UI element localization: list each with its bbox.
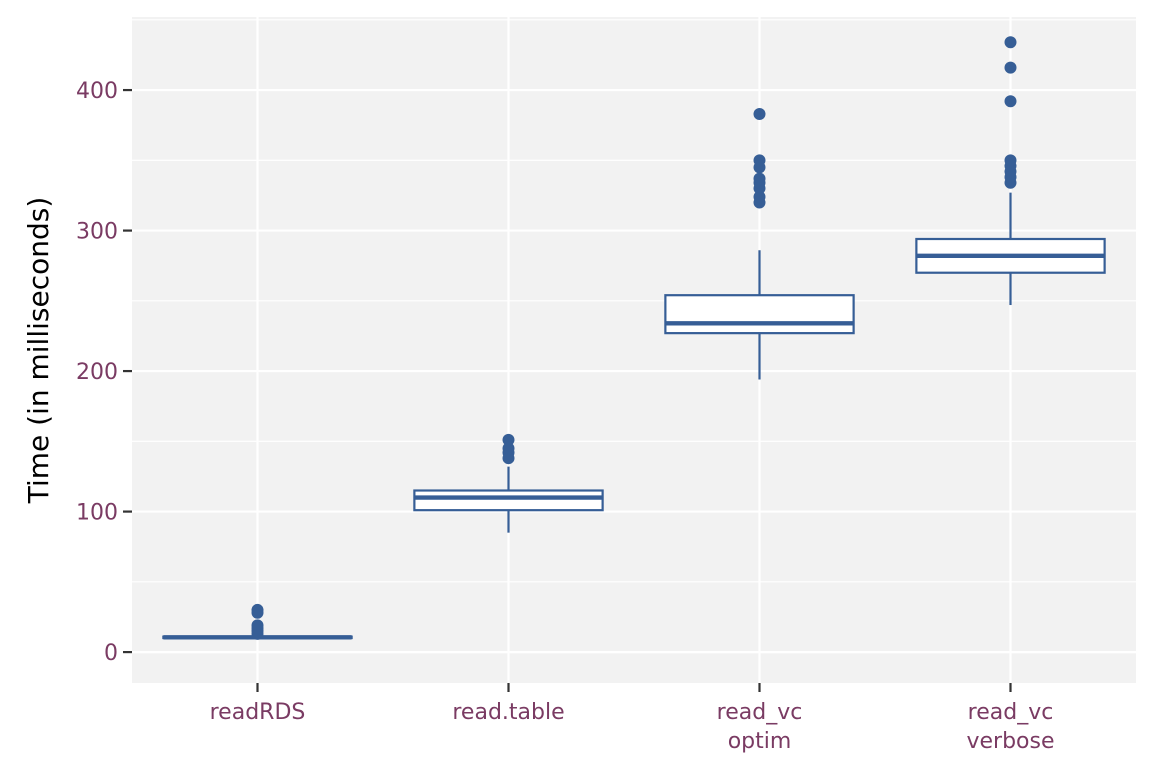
outlier-point [502, 433, 515, 446]
x-tick-label: readRDS [210, 700, 306, 725]
y-tick-label: 0 [104, 641, 118, 666]
x-tick-label-line: verbose [966, 729, 1054, 754]
plot-panel [132, 17, 1136, 683]
outlier-point [753, 172, 766, 185]
y-tick-label: 400 [76, 79, 118, 104]
x-tick-label-line: read_vc [717, 700, 803, 725]
outlier-point [502, 442, 515, 455]
outlier-point [1004, 95, 1017, 108]
outlier-point [753, 190, 766, 203]
x-tick-label-line: read_vc [968, 700, 1054, 725]
outlier-point [1004, 61, 1017, 74]
x-tick-label-line: read.table [452, 700, 564, 725]
outlier-point [251, 603, 264, 616]
boxplot-group [915, 36, 1106, 306]
y-tick-label: 300 [76, 220, 118, 245]
x-tick-label-line: optim [728, 729, 792, 754]
x-tick-label: read.table [452, 700, 564, 725]
outlier-point [251, 619, 264, 632]
boxplot-group [413, 433, 604, 533]
x-tick-label-line: readRDS [210, 700, 306, 725]
outlier-point [1004, 36, 1017, 49]
box-layer [162, 36, 1106, 640]
boxplot-group [664, 107, 855, 380]
box-iqr [664, 294, 855, 335]
outlier-point [753, 154, 766, 167]
boxplot-group [162, 603, 353, 640]
y-axis-title: Time (in milliseconds) [22, 197, 55, 505]
outlier-point [753, 107, 766, 120]
y-tick-label: 200 [76, 360, 118, 385]
y-tick-label: 100 [76, 501, 118, 526]
box-iqr [413, 489, 604, 512]
outlier-point [1004, 154, 1017, 167]
